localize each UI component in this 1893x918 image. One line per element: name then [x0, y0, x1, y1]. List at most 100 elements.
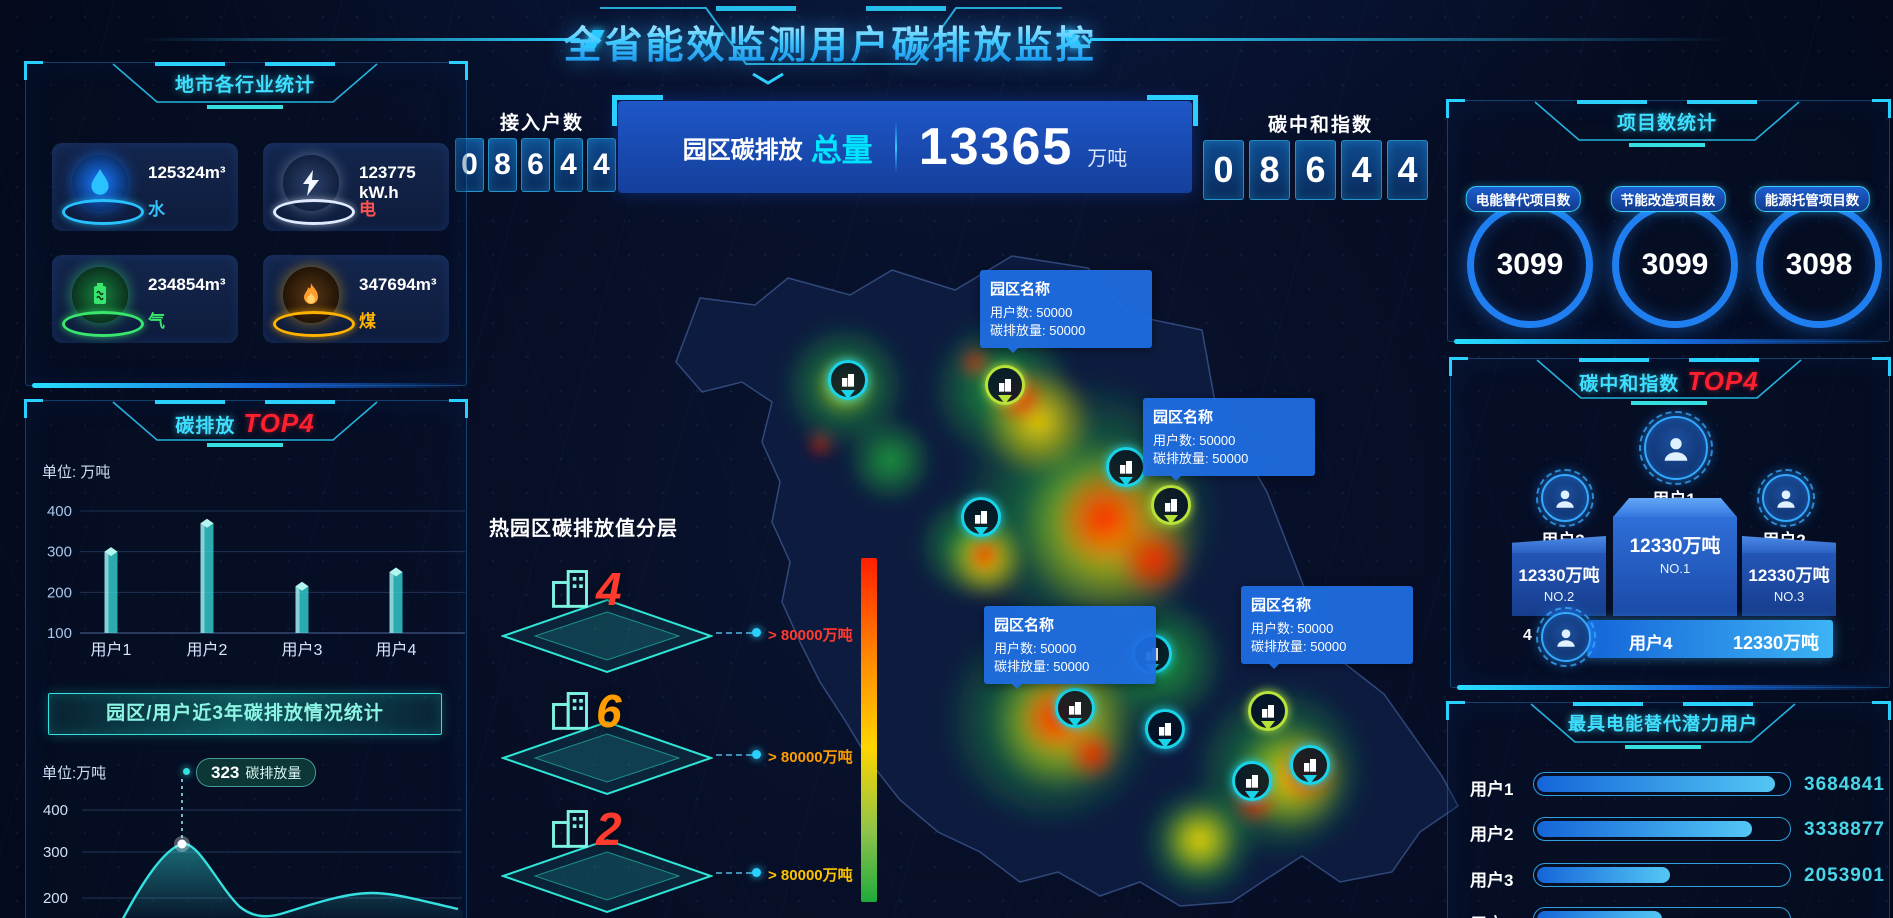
park-marker-icon[interactable] [1151, 485, 1191, 525]
park-marker-icon[interactable] [985, 365, 1025, 405]
podium-third-value: 12330万吨 [1748, 566, 1830, 585]
potential-users-title: 最具电能替代潜力用户 [1568, 714, 1758, 734]
user-avatar-icon [1757, 469, 1815, 527]
park-tooltip-title: 园区名称 [1251, 597, 1312, 614]
park-marker-icon[interactable] [828, 360, 868, 400]
fourth-rank-bar: 用户4 12330万吨 [1587, 620, 1833, 658]
digit-card: 8 [1249, 140, 1290, 200]
project-badge: 能源托管项目数 [1754, 186, 1870, 212]
podium-first-top [1613, 498, 1737, 517]
progress-fill [1537, 821, 1752, 837]
fourth-rank-index: 4 [1523, 627, 1532, 644]
stat-label: 电 [359, 200, 376, 219]
project-value: 3099 [1641, 248, 1709, 281]
bar-category-label: 用户4 [376, 641, 417, 659]
potential-row-user: 用户3 [1470, 871, 1514, 890]
trend-annotation: 323 碳排放量 [196, 758, 317, 787]
trend-chart-unit: 单位:万吨 [42, 765, 107, 782]
layer-threshold: > 80000万吨 [768, 867, 853, 884]
stat-value: 234854m³ [148, 275, 226, 294]
park-marker-icon[interactable] [1290, 745, 1330, 785]
layers-title: 热园区碳排放值分层 [489, 518, 678, 540]
svg-text:200: 200 [47, 584, 72, 601]
park-tooltip: 园区名称 用户数: 50000 碳排放量: 50000 [980, 270, 1152, 353]
project-value: 3099 [1496, 248, 1564, 281]
park-tooltip-users: 用户数: 50000 [1251, 621, 1334, 636]
stat-card-coal: 347694m³ 煤 [263, 255, 449, 343]
potential-row-bar [1533, 863, 1791, 887]
total-emission-label-highlight: 总量 [810, 132, 873, 168]
projects-title-tab: 项目数统计 [1517, 100, 1817, 148]
park-tooltip-emission: 碳排放量: 50000 [1251, 639, 1347, 654]
layer-count: 4 [596, 563, 622, 615]
history-stats-button[interactable]: 园区/用户近3年碳排放情况统计 [48, 693, 442, 735]
trend-ytick: 400 [42, 802, 68, 819]
access-users-label: 接入户数 [500, 113, 585, 134]
industry-stats-title: 地市各行业统计 [174, 75, 315, 96]
progress-fill [1537, 867, 1670, 883]
potential-row-user: 用户2 [1470, 825, 1514, 844]
park-tooltip-emission: 碳排放量: 50000 [1153, 451, 1249, 466]
emission-bar-chart: 400 300 200 100 用户1 用户2 用户3 用户4 [47, 503, 465, 659]
total-emission-panel: 园区碳排放 总量 13365 万吨 [612, 95, 1198, 193]
digit-card: 0 [1203, 140, 1244, 200]
projects-title: 项目数统计 [1616, 113, 1717, 134]
project-value: 3098 [1785, 248, 1853, 281]
top4-badge: TOP4 [243, 408, 315, 438]
park-tooltip-title: 园区名称 [1153, 409, 1214, 426]
industry-stats-title-tab: 地市各行业统计 [95, 62, 395, 110]
progress-fill [1537, 911, 1662, 918]
potential-row-value: 3684841 [1804, 774, 1885, 795]
digit-card: 8 [488, 138, 517, 192]
podium-second-rank: NO.2 [1543, 589, 1575, 604]
project-circle: 3098 [1756, 202, 1882, 328]
connector-line [716, 872, 752, 874]
park-marker-icon[interactable] [1248, 691, 1288, 731]
svg-text:100: 100 [47, 625, 72, 642]
connector-line [716, 632, 752, 634]
connector-dot [752, 628, 761, 637]
park-marker-icon[interactable] [1232, 761, 1272, 801]
project-badge: 电能替代项目数 [1465, 186, 1581, 212]
total-emission-value: 13365 [918, 118, 1074, 176]
header-decor-line-right [1090, 38, 1730, 41]
icon-ring [62, 199, 144, 225]
heat-colorbar [861, 558, 877, 902]
connector-dot [752, 868, 761, 877]
park-marker-icon[interactable] [1145, 709, 1185, 749]
park-marker-icon[interactable] [961, 497, 1001, 537]
stat-card-electricity: 123775 kW.h 电 [263, 143, 449, 231]
building-icon [552, 570, 588, 608]
user-avatar-icon [1639, 411, 1713, 485]
digit-card: 4 [587, 138, 616, 192]
potential-row-bar [1533, 772, 1791, 796]
park-marker-icon[interactable] [1055, 688, 1095, 728]
podium-first: 12330万吨 NO.1 [1613, 517, 1737, 616]
potential-users-title-tab: 最具电能替代潜力用户 [1513, 702, 1813, 750]
potential-row-value: 3338877 [1804, 819, 1885, 840]
project-circle: 3099 [1467, 202, 1593, 328]
digit-card: 6 [1295, 140, 1336, 200]
icon-ring [273, 199, 355, 225]
park-tooltip-users: 用户数: 50000 [990, 305, 1073, 320]
panel-underline [32, 383, 460, 388]
park-marker-icon[interactable] [1106, 447, 1146, 487]
podium-first-value: 12330万吨 [1629, 536, 1721, 557]
layer-count: 2 [596, 803, 622, 855]
layer-platform-2 [501, 720, 713, 796]
park-tooltip-emission: 碳排放量: 50000 [990, 323, 1086, 338]
park-tooltip-title: 园区名称 [990, 281, 1051, 298]
top4-badge: TOP4 [1687, 366, 1759, 396]
layer-threshold: > 80000万吨 [768, 627, 853, 644]
svg-text:400: 400 [47, 503, 72, 520]
digit-card: 4 [1341, 140, 1382, 200]
header-decor-line-left [140, 38, 580, 41]
emission-top4-title: 碳排放 [175, 416, 236, 437]
stat-label: 气 [148, 312, 165, 331]
layer-count: 6 [596, 685, 622, 737]
park-tooltip: 园区名称 用户数: 50000 碳排放量: 50000 [1143, 398, 1315, 481]
potential-row-bar [1533, 907, 1791, 918]
